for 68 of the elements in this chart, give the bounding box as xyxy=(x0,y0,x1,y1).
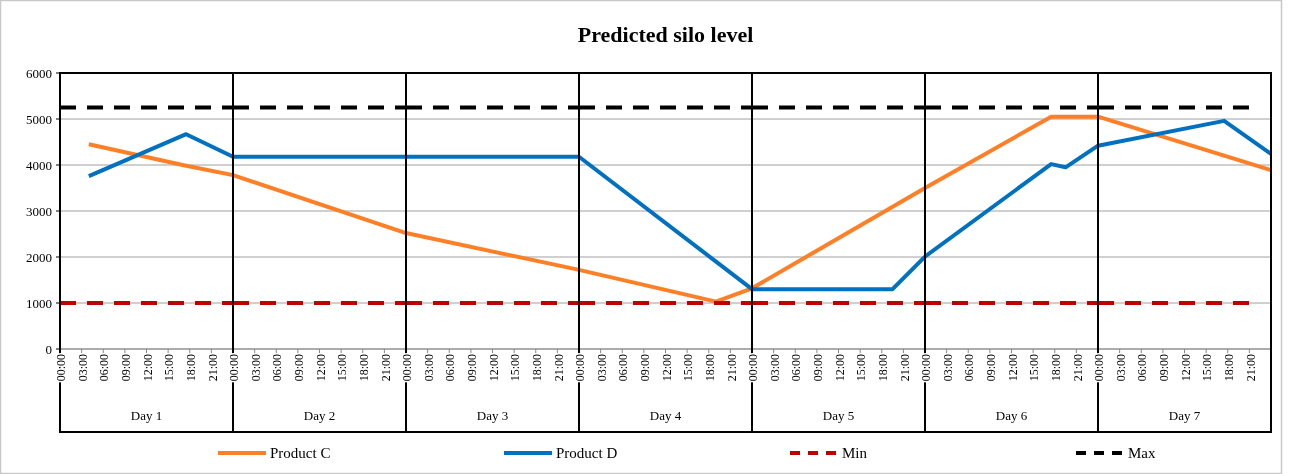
x-tick-label: 03:00 xyxy=(594,354,609,382)
legend-label: Min xyxy=(842,445,868,462)
y-tick-label: 6000 xyxy=(26,65,52,81)
x-tick-label: 12:00 xyxy=(832,354,847,382)
x-tick-label: 15:00 xyxy=(681,354,696,382)
x-tick-label: 12:00 xyxy=(140,354,155,382)
y-tick-label: 5000 xyxy=(26,111,52,127)
x-tick-label: 12:00 xyxy=(486,354,501,382)
x-axis-title: Day 4 xyxy=(649,408,682,424)
x-tick-label: 03:00 xyxy=(75,354,90,382)
x-axis-title: Day 5 xyxy=(822,408,855,424)
x-tick-label: 03:00 xyxy=(767,354,782,382)
x-tick-label: 21:00 xyxy=(724,354,739,382)
x-tick-label: 18:00 xyxy=(183,354,198,382)
y-tick-label: 0 xyxy=(45,341,52,357)
x-tick-label: 12:00 xyxy=(1178,354,1193,382)
x-axis-title: Day 3 xyxy=(476,408,509,424)
y-tick-label: 3000 xyxy=(26,203,52,219)
x-tick-label: 18:00 xyxy=(702,354,717,382)
x-tick-label: 18:00 xyxy=(529,354,544,382)
x-tick-label: 12:00 xyxy=(659,354,674,382)
x-tick-label: 15:00 xyxy=(1200,354,1215,382)
x-tick-label: 18:00 xyxy=(356,354,371,382)
y-tick-label: 4000 xyxy=(26,157,52,173)
x-tick-label: 06:00 xyxy=(270,354,285,382)
x-tick-label: 06:00 xyxy=(1135,354,1150,382)
x-tick-label: 03:00 xyxy=(1113,354,1128,382)
legend-label: Product C xyxy=(270,445,331,462)
x-tick-label: 21:00 xyxy=(1070,354,1085,382)
x-tick-label: 15:00 xyxy=(1027,354,1042,382)
x-tick-label: 12:00 xyxy=(313,354,328,382)
x-axis-title: Day 6 xyxy=(995,408,1028,424)
x-tick-label: 09:00 xyxy=(638,354,653,382)
x-axis-title: Day 7 xyxy=(1168,408,1201,424)
x-tick-label: 09:00 xyxy=(465,354,480,382)
x-tick-label: 12:00 xyxy=(1005,354,1020,382)
x-tick-label: 21:00 xyxy=(1243,354,1258,382)
x-tick-label: 03:00 xyxy=(421,354,436,382)
x-tick-label: 06:00 xyxy=(962,354,977,382)
x-axis-title: Day 2 xyxy=(303,408,336,424)
x-tick-label: 09:00 xyxy=(811,354,826,382)
x-tick-label: 09:00 xyxy=(1157,354,1172,382)
x-tick-label: 06:00 xyxy=(616,354,631,382)
x-tick-label: 21:00 xyxy=(378,354,393,382)
x-tick-label: 09:00 xyxy=(292,354,307,382)
x-axis-title: Day 1 xyxy=(130,408,163,424)
chart-title: Predicted silo level xyxy=(577,22,754,47)
y-tick-label: 2000 xyxy=(26,249,52,265)
x-tick-label: 09:00 xyxy=(119,354,134,382)
x-tick-label: 06:00 xyxy=(443,354,458,382)
x-tick-label: 15:00 xyxy=(162,354,177,382)
legend-label: Max xyxy=(1128,445,1156,462)
x-tick-label: 09:00 xyxy=(984,354,999,382)
x-tick-label: 21:00 xyxy=(897,354,912,382)
x-tick-label: 15:00 xyxy=(508,354,523,382)
legend-label: Product D xyxy=(556,445,618,462)
x-tick-label: 15:00 xyxy=(335,354,350,382)
x-tick-label: 18:00 xyxy=(1221,354,1236,382)
y-tick-label: 1000 xyxy=(26,295,52,311)
x-tick-label: 15:00 xyxy=(854,354,869,382)
x-tick-label: 21:00 xyxy=(551,354,566,382)
x-tick-label: 21:00 xyxy=(205,354,220,382)
x-tick-label: 03:00 xyxy=(940,354,955,382)
x-tick-label: 18:00 xyxy=(1048,354,1063,382)
x-tick-label: 06:00 xyxy=(97,354,112,382)
x-tick-label: 03:00 xyxy=(248,354,263,382)
x-tick-label: 06:00 xyxy=(789,354,804,382)
x-tick-label: 18:00 xyxy=(875,354,890,382)
